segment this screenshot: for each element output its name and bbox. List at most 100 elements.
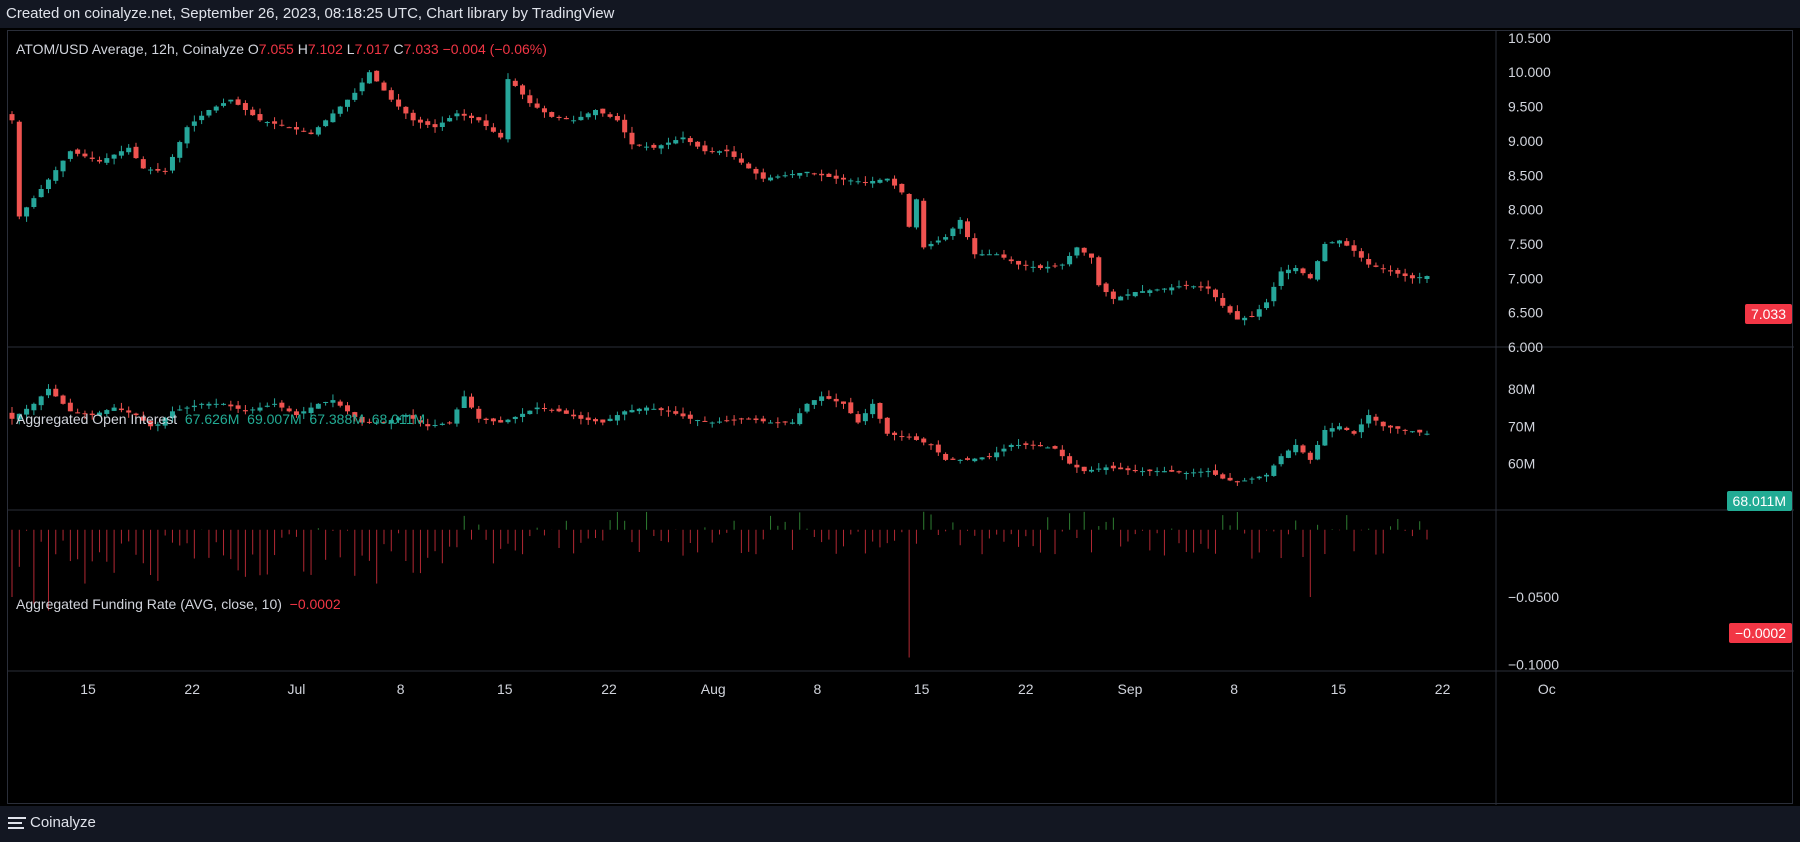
oi-candle [191,405,197,408]
price-candle [308,132,314,135]
oi-candle [811,400,817,405]
price-candle [199,115,205,121]
oi-candle [512,416,518,420]
oi-candle [1366,415,1372,424]
time-tick-label: 15 [914,681,930,697]
time-tick-label: Oc [1538,681,1556,697]
chart-area[interactable]: 10.500 10.000 9.500 9.000 8.500 8.000 7.500 7.0… [7,30,1794,805]
price-candle [53,170,59,181]
oi-candle [293,411,299,416]
price-tick-label: 10.000 [1508,64,1551,80]
oi-candle [396,417,402,421]
oi-candle [644,407,650,411]
price-candle [1388,270,1394,272]
price-candle [1417,277,1423,279]
price-candle [1154,289,1160,291]
oi-candle [162,417,168,426]
oi-candle [1074,464,1080,468]
oi-open: 67.626M [184,411,240,427]
price-candle [753,168,759,174]
price-candle [148,169,154,171]
oi-candle [1329,428,1335,432]
price-candle [549,112,555,117]
price-tick-label: 6.000 [1508,339,1543,355]
price-candle [126,147,132,153]
oi-candle [943,453,949,460]
price-candle [600,108,606,114]
price-candle [1212,289,1218,298]
low-label: L [346,41,355,57]
price-candle [928,243,934,247]
price-candle [680,137,686,140]
oi-candle [797,413,803,425]
oi-candle [24,408,30,415]
oi-candle [855,414,861,423]
oi-candle [819,396,825,401]
oi-candle [1402,429,1408,431]
oi-candle [1417,429,1423,433]
oi-candle [717,421,722,423]
price-candle [31,198,37,207]
price-candle [264,122,270,124]
price-candle [1074,247,1080,256]
oi-candle [213,403,219,405]
price-candle [191,121,197,126]
oi-candle [447,422,453,424]
price-candle [797,172,803,176]
price-candle [717,151,722,153]
price-candle [833,175,839,179]
price-candle [593,110,599,116]
oi-candle [928,444,934,446]
time-tick-label: Sep [1118,681,1143,697]
price-candle [826,173,832,177]
brand-link[interactable]: Coinalyze [8,814,96,831]
high-value: 7.102 [307,41,343,57]
price-candle [1293,268,1299,272]
oi-candle [702,420,708,422]
oi-candle [1278,456,1284,465]
funding-tick-label: −0.1000 [1508,656,1559,672]
price-candle [1395,270,1401,274]
price-candle [1001,254,1007,258]
oi-candle [279,402,285,408]
price-tick-label: 7.000 [1508,270,1543,286]
price-candle [775,176,781,178]
price-candle [38,189,44,198]
price-candle [1140,291,1146,293]
oi-candle [1307,452,1313,460]
oi-candle [75,412,81,414]
oi-candle [199,403,205,405]
oi-candle [1293,444,1299,453]
price-candle [563,117,569,120]
price-candle [82,153,88,157]
oi-candle [658,408,664,411]
price-candle [67,151,73,159]
oi-candle [563,410,569,414]
price-candle [899,183,905,193]
oi-candle [439,423,445,425]
price-candle [1242,317,1248,321]
oi-candle [104,410,110,414]
price-candle [1088,253,1094,258]
price-candle [257,114,263,121]
price-candle [221,103,227,106]
oi-candle [250,409,256,411]
price-candle [1358,251,1364,258]
price-candle [235,99,241,105]
funding-value: −0.0002 [289,596,341,612]
open-label: O [247,41,259,57]
price-candle [1023,264,1029,266]
oi-legend: Aggregated Open Interest 67.626M 69.007M… [16,411,425,427]
oi-candle [505,419,511,423]
oi-candle [1220,474,1226,479]
price-candle [1030,266,1036,268]
oi-candle [483,418,489,421]
chart-canvas[interactable]: 10.500 10.000 9.500 9.000 8.500 8.000 7.500 7.0… [8,31,1794,805]
price-candle [913,199,919,228]
oi-candle [1205,471,1211,473]
oi-candle [1176,471,1182,473]
oi-candle [1191,472,1197,474]
price-candle [1373,265,1379,267]
price-candle [527,95,533,104]
oi-candle [330,400,336,403]
